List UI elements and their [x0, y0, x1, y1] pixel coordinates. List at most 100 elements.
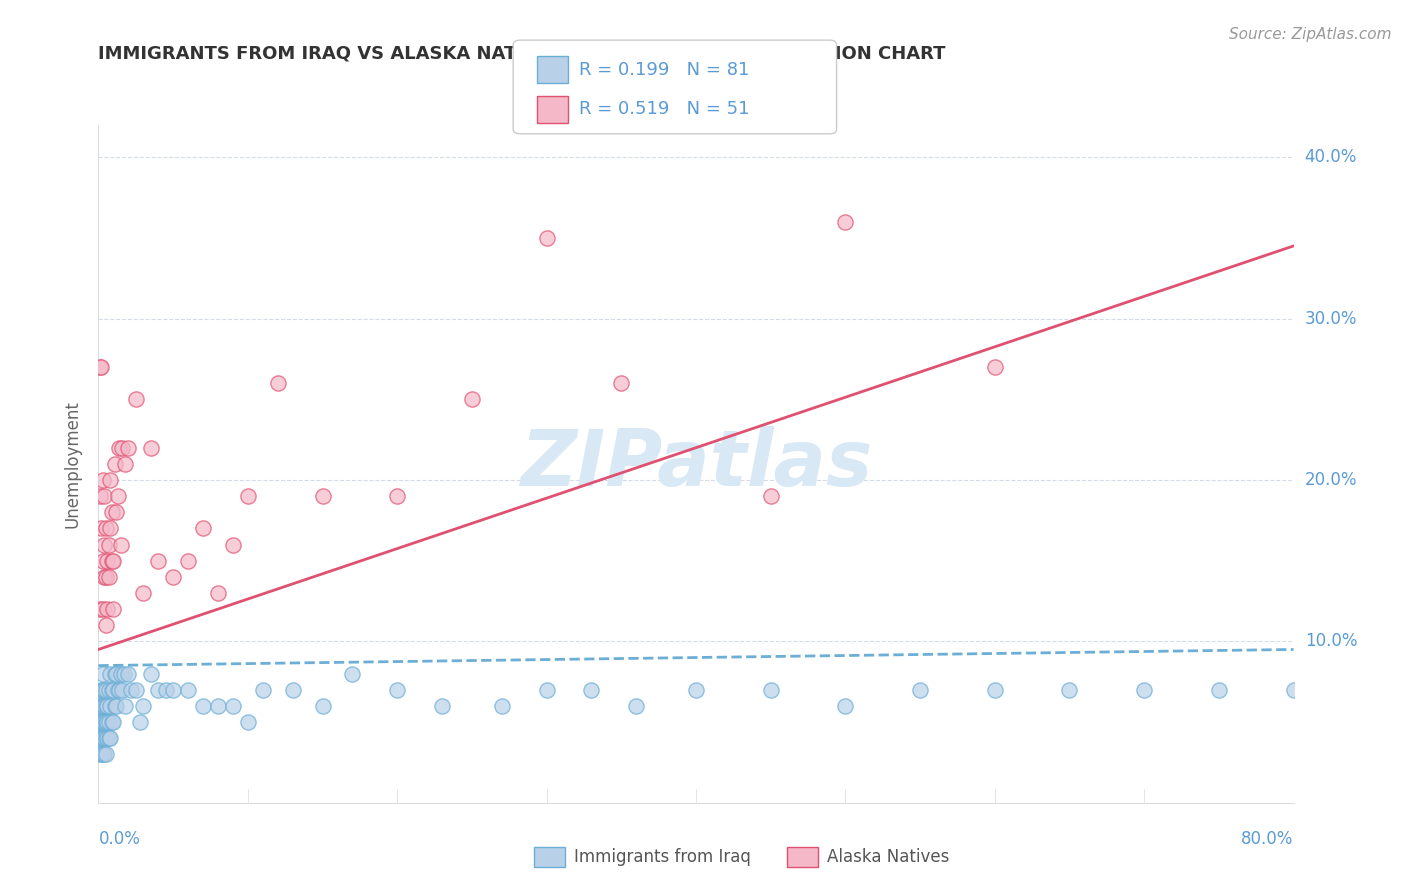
Point — [94, 715, 117, 730]
Point — [91, 715, 114, 730]
Point — [125, 392, 148, 407]
Point — [117, 666, 139, 681]
Point — [94, 521, 117, 535]
Point — [97, 682, 120, 697]
Point — [90, 359, 112, 374]
Point — [108, 441, 131, 455]
Text: IMMIGRANTS FROM IRAQ VS ALASKA NATIVE UNEMPLOYMENT CORRELATION CHART: IMMIGRANTS FROM IRAQ VS ALASKA NATIVE UN… — [98, 45, 946, 62]
Point — [983, 682, 1005, 697]
Point — [207, 698, 229, 713]
Point — [342, 666, 364, 681]
Y-axis label: Unemployment: Unemployment — [63, 400, 82, 528]
Point — [108, 682, 131, 697]
Text: Immigrants from Iraq: Immigrants from Iraq — [574, 848, 751, 866]
Text: 10.0%: 10.0% — [1305, 632, 1357, 650]
Point — [104, 666, 127, 681]
Text: 0.0%: 0.0% — [98, 830, 141, 847]
Point — [91, 731, 114, 746]
Point — [311, 698, 333, 713]
Point — [89, 489, 111, 503]
Point — [207, 586, 229, 600]
Point — [162, 682, 184, 697]
Point — [222, 537, 245, 551]
Point — [93, 537, 115, 551]
Point — [536, 231, 558, 245]
Point — [94, 682, 117, 697]
Point — [385, 489, 409, 503]
Point — [90, 521, 112, 535]
Point — [107, 682, 129, 697]
Point — [103, 682, 125, 697]
Point — [101, 682, 124, 697]
Point — [908, 682, 931, 697]
Point — [89, 715, 111, 730]
Point — [97, 537, 120, 551]
Point — [311, 489, 333, 503]
Point — [155, 682, 177, 697]
Point — [624, 698, 647, 713]
Point — [93, 715, 115, 730]
Point — [236, 489, 259, 503]
Text: ZIPatlas: ZIPatlas — [520, 425, 872, 502]
Point — [104, 457, 127, 471]
Point — [94, 698, 117, 713]
Point — [236, 715, 259, 730]
Point — [110, 537, 132, 551]
Point — [491, 698, 513, 713]
Point — [110, 666, 132, 681]
Point — [125, 682, 148, 697]
Point — [117, 441, 139, 455]
Point — [281, 682, 304, 697]
Point — [1133, 682, 1156, 697]
Point — [112, 666, 135, 681]
Point — [91, 666, 114, 681]
Point — [610, 376, 633, 391]
Point — [139, 666, 162, 681]
Point — [89, 359, 111, 374]
Point — [101, 554, 124, 568]
Point — [385, 682, 409, 697]
Point — [91, 747, 114, 762]
Point — [1208, 682, 1230, 697]
Point — [1059, 682, 1081, 697]
Point — [162, 570, 184, 584]
Text: 30.0%: 30.0% — [1305, 310, 1357, 327]
Point — [430, 698, 453, 713]
Point — [148, 554, 170, 568]
Point — [191, 521, 214, 535]
Point — [191, 698, 214, 713]
Point — [96, 602, 118, 616]
Point — [89, 602, 111, 616]
Point — [105, 505, 128, 519]
Point — [103, 602, 125, 616]
Point — [96, 698, 118, 713]
Point — [96, 731, 118, 746]
Point — [94, 731, 117, 746]
Point — [90, 698, 112, 713]
Point — [94, 747, 117, 762]
Point — [536, 682, 558, 697]
Point — [103, 715, 125, 730]
Point — [91, 682, 114, 697]
Point — [177, 554, 200, 568]
Point — [93, 489, 115, 503]
Point — [98, 666, 122, 681]
Point — [132, 698, 155, 713]
Point — [90, 715, 112, 730]
Point — [98, 698, 122, 713]
Point — [89, 731, 111, 746]
Point — [94, 618, 117, 632]
Text: 80.0%: 80.0% — [1241, 830, 1294, 847]
Point — [685, 682, 707, 697]
Point — [97, 570, 120, 584]
Point — [111, 441, 134, 455]
Point — [114, 457, 136, 471]
Text: Source: ZipAtlas.com: Source: ZipAtlas.com — [1229, 27, 1392, 42]
Point — [101, 505, 124, 519]
Point — [114, 698, 136, 713]
Point — [89, 698, 111, 713]
Point — [90, 682, 112, 697]
Point — [111, 682, 134, 697]
Point — [105, 666, 128, 681]
Point — [90, 731, 112, 746]
